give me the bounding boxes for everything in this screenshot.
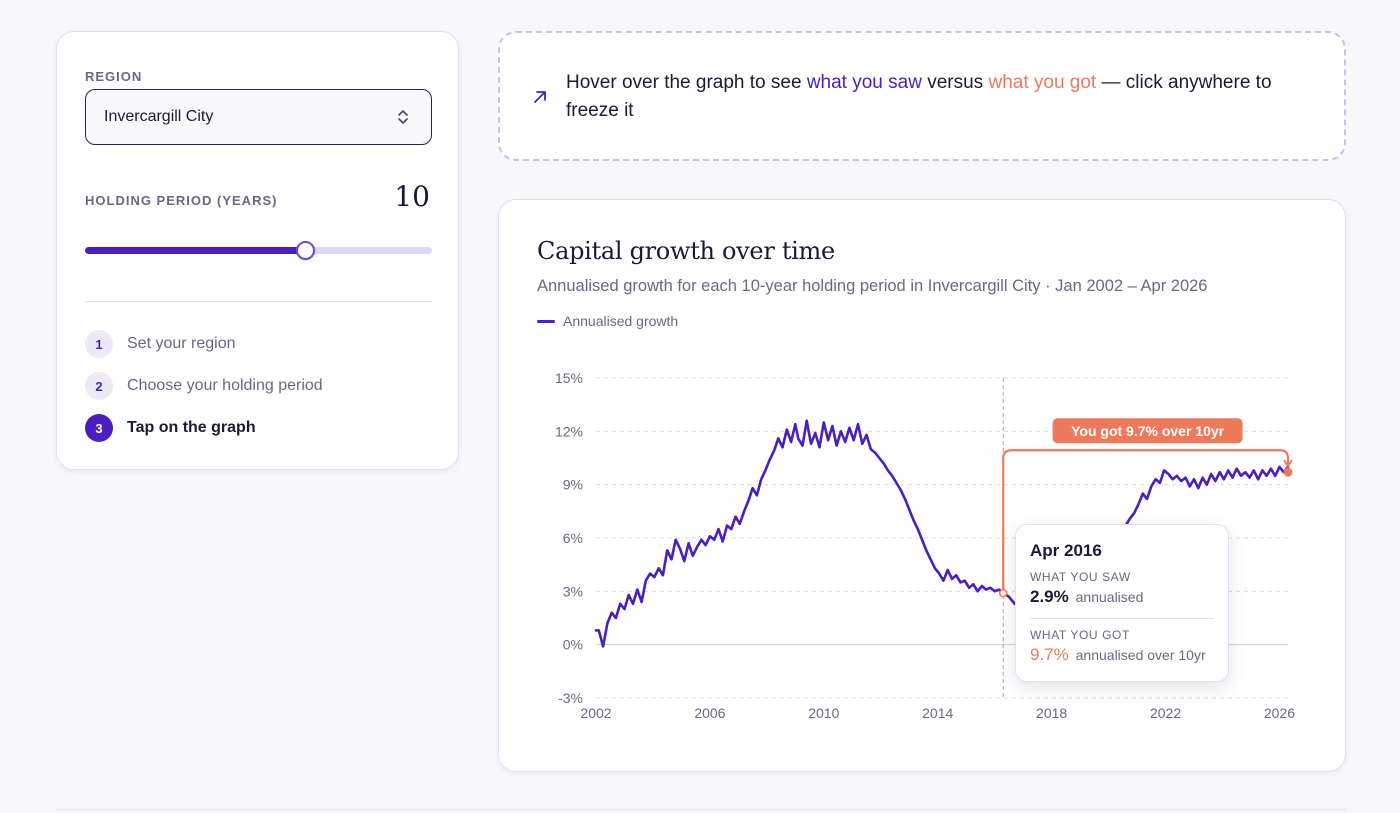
- controls-card: REGION Invercargill City HOLDING PERIOD …: [56, 31, 459, 470]
- tooltip-got-suffix: annualised over 10yr: [1075, 647, 1206, 663]
- chart-tooltip: Apr 2016 WHAT YOU SAW 2.9% annualised WH…: [1015, 524, 1229, 682]
- hint-text-pre: Hover over the graph to see: [566, 72, 807, 93]
- hint-what-you-got: what you got: [988, 72, 1097, 93]
- tooltip-saw-row: 2.9% annualised: [1030, 587, 1214, 607]
- divider: [85, 301, 432, 302]
- step-number: 2: [85, 372, 113, 400]
- step-choose-holding-period: 2 Choose your holding period: [85, 372, 323, 400]
- hint-what-you-saw: what you saw: [806, 72, 922, 93]
- got-callout-pill: [1052, 418, 1243, 444]
- y-tick-label: 0%: [563, 637, 583, 653]
- got-callout-text: You got 9.7% over 10yr: [1071, 423, 1225, 439]
- y-tick-label: -3%: [558, 690, 583, 706]
- x-tick-label: 2006: [694, 705, 725, 721]
- tooltip-got-value: 9.7%: [1030, 645, 1069, 664]
- tooltip-got-row: 9.7% annualised over 10yr: [1030, 645, 1214, 665]
- y-tick-label: 15%: [555, 370, 583, 386]
- slider-fill: [85, 247, 306, 254]
- tooltip-saw-value: 2.9%: [1030, 587, 1069, 606]
- hint-banner: Hover over the graph to see what you saw…: [498, 31, 1346, 161]
- region-select[interactable]: Invercargill City: [85, 89, 432, 145]
- region-value: Invercargill City: [104, 108, 214, 125]
- tooltip-saw-label: WHAT YOU SAW: [1030, 570, 1131, 584]
- x-tick-label: 2014: [922, 705, 953, 721]
- step-label: Choose your holding period: [127, 377, 323, 394]
- chevron-updown-icon: [397, 108, 409, 131]
- y-tick-label: 6%: [563, 530, 583, 546]
- chart-card: Capital growth over time Annualised grow…: [498, 199, 1346, 772]
- y-tick-label: 9%: [563, 477, 583, 493]
- chart-subtitle: Annualised growth for each 10-year holdi…: [537, 277, 1208, 295]
- got-bracket: [1002, 449, 1290, 594]
- holding-period-slider[interactable]: [85, 241, 432, 260]
- step-label: Set your region: [127, 335, 236, 352]
- arrow-up-right-icon: [532, 89, 548, 110]
- y-tick-label: 12%: [555, 423, 583, 439]
- footer-divider: [56, 809, 1346, 810]
- hint-text-mid: versus: [921, 72, 989, 93]
- chart-title: Capital growth over time: [537, 237, 835, 265]
- x-tick-label: 2010: [808, 705, 839, 721]
- saw-point-marker: [998, 588, 1008, 598]
- got-point-marker: [1283, 467, 1293, 477]
- region-label: REGION: [85, 69, 143, 84]
- growth-chart[interactable]: 15% 12% 9% 6% 3% 0% -3%2002 2006 2010 2014 2018 202…: [499, 200, 1347, 773]
- x-tick-label: 2002: [580, 705, 611, 721]
- slider-thumb[interactable]: [296, 241, 316, 260]
- legend-swatch: [537, 319, 555, 323]
- chart-legend: Annualised growth: [537, 313, 678, 329]
- tooltip-saw-suffix: annualised: [1075, 589, 1144, 605]
- holding-period-value: 10: [394, 180, 430, 213]
- step-number: 1: [85, 330, 113, 358]
- tooltip-date: Apr 2016: [1030, 541, 1102, 560]
- got-bracket-arrow: [1283, 459, 1293, 469]
- x-tick-label: 2022: [1150, 705, 1181, 721]
- legend-label: Annualised growth: [563, 313, 679, 329]
- step-tap-graph: 3 Tap on the graph: [85, 414, 256, 442]
- step-number: 3: [85, 414, 113, 442]
- hint-text: Hover over the graph to see what you saw…: [566, 69, 1326, 125]
- y-tick-label: 3%: [563, 583, 583, 599]
- series-line-annualised-growth: [594, 419, 1290, 648]
- tooltip-divider: [1030, 618, 1214, 619]
- step-set-region: 1 Set your region: [85, 330, 236, 358]
- hint-text-post: — click anywhere to freeze it: [566, 72, 1272, 121]
- x-tick-label: 2026: [1264, 705, 1295, 721]
- tooltip-got-label: WHAT YOU GOT: [1030, 628, 1130, 642]
- step-label: Tap on the graph: [127, 419, 256, 436]
- holding-period-label: HOLDING PERIOD (YEARS): [85, 193, 278, 208]
- x-tick-label: 2018: [1036, 705, 1067, 721]
